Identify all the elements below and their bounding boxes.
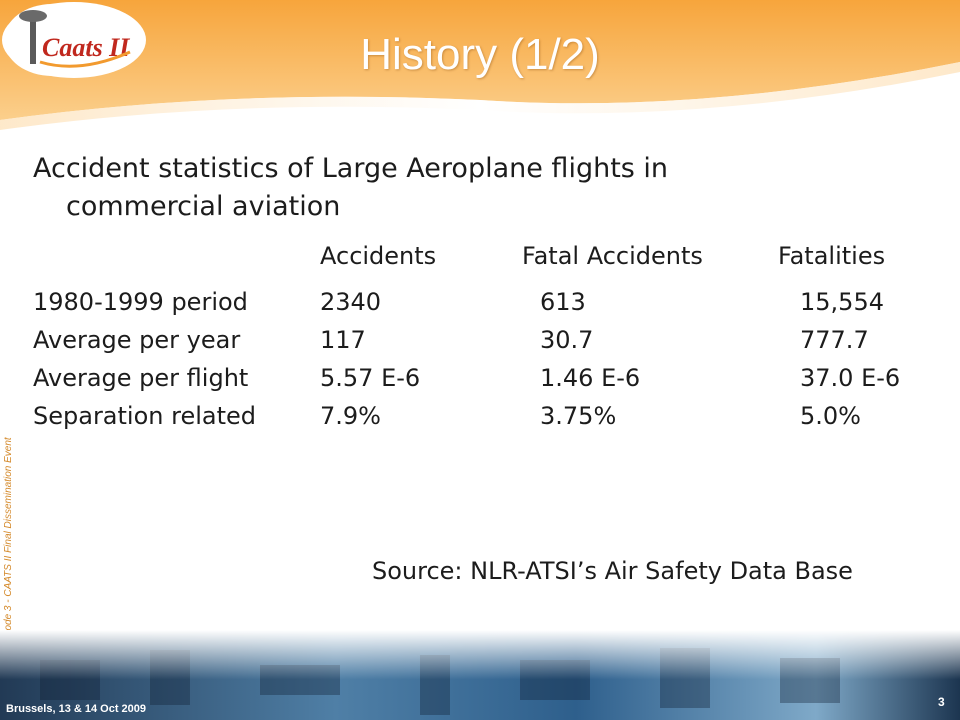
cell-fatal-accidents: 613 xyxy=(540,288,586,316)
cell-accidents: 117 xyxy=(320,326,366,354)
cell-fatalities: 37.0 E-6 xyxy=(800,364,901,392)
slide-heading: Accident statistics of Large Aeroplane f… xyxy=(33,150,913,226)
row-label: 1980-1999 period xyxy=(33,288,248,316)
caats-logo: Caats II xyxy=(2,2,146,78)
cell-fatalities: 777.7 xyxy=(800,326,869,354)
footer-photo-strip xyxy=(0,630,960,720)
row-label: Average per flight xyxy=(33,364,249,392)
column-header-fatalities: Fatalities xyxy=(778,242,886,270)
heading-line-2: commercial aviation xyxy=(66,191,341,222)
slide-title: History (1/2) xyxy=(360,30,600,79)
page-number: 3 xyxy=(938,695,945,709)
source-note: Source: NLR-ATSI’s Air Safety Data Base xyxy=(372,557,853,585)
column-header-fatal-accidents: Fatal Accidents xyxy=(522,242,703,270)
header-banner: 3 Caats II xyxy=(0,0,960,140)
cell-accidents: 2340 xyxy=(320,288,382,316)
footer-graphic xyxy=(0,630,960,720)
footer-date: Brussels, 13 & 14 Oct 2009 xyxy=(6,703,147,715)
row-label: Separation related xyxy=(33,402,257,430)
cell-fatalities: 15,554 xyxy=(800,288,884,316)
side-event-label: Episode 3 - CAATS II Final Dissemination… xyxy=(3,437,14,650)
cell-accidents: 7.9% xyxy=(320,402,381,430)
header-wave-graphic xyxy=(0,0,960,130)
cell-fatalities: 5.0% xyxy=(800,402,861,430)
cell-fatal-accidents: 30.7 xyxy=(540,326,594,354)
row-label: Average per year xyxy=(33,326,241,354)
cell-fatal-accidents: 3.75% xyxy=(540,402,617,430)
heading-line-1: Accident statistics of Large Aeroplane f… xyxy=(33,153,669,184)
cell-fatal-accidents: 1.46 E-6 xyxy=(540,364,641,392)
cell-accidents: 5.57 E-6 xyxy=(320,364,421,392)
column-header-accidents: Accidents xyxy=(320,242,437,270)
